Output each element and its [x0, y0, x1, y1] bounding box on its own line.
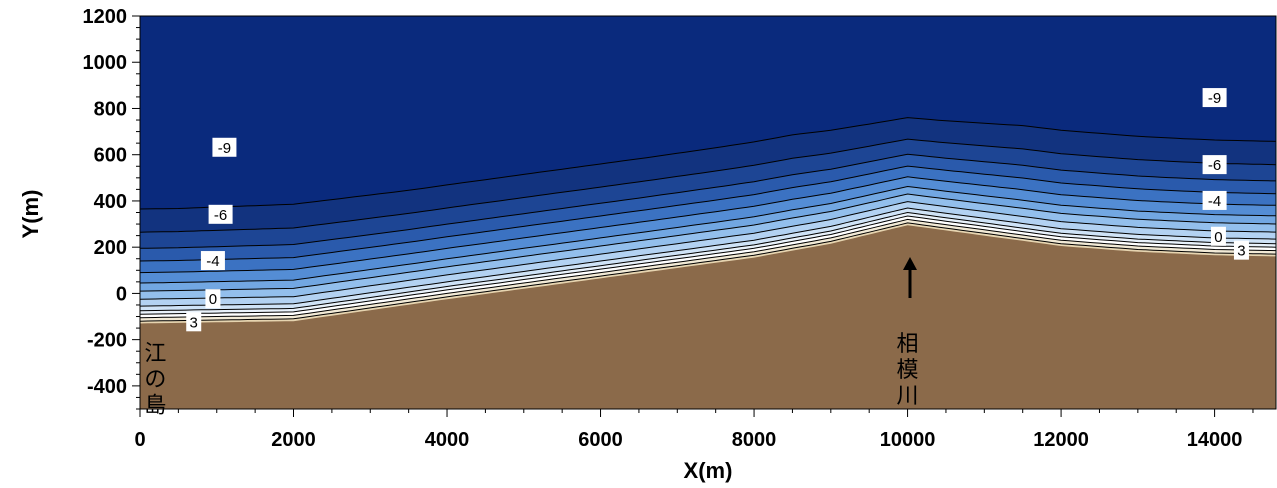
- x-tick-label: 4000: [425, 429, 470, 451]
- contour-line: [140, 176, 1276, 274]
- y-tick-label: 800: [94, 98, 127, 120]
- sagami-river-annotation: 相模川: [897, 332, 919, 409]
- contour-lines: [140, 117, 1276, 322]
- annotations: 江の島 相模川: [144, 257, 919, 418]
- contour-label-text: -9: [1208, 90, 1221, 107]
- contour-label-text: 0: [1214, 229, 1222, 246]
- contour-label-text: 3: [190, 314, 198, 331]
- y-tick-label: 200: [94, 237, 127, 259]
- contour-line: [140, 222, 1276, 322]
- y-tick-label: 1200: [83, 6, 128, 28]
- annotation-char: 相: [897, 332, 919, 357]
- contour-label: -4: [1202, 190, 1227, 210]
- contour-line: [140, 153, 1276, 249]
- x-tick-label: 12000: [1033, 429, 1089, 451]
- x-tick-label: 8000: [732, 429, 777, 451]
- contour-line: [140, 215, 1276, 315]
- annotation-char: の: [144, 367, 166, 392]
- y-tick-label: 1000: [83, 52, 128, 74]
- contour-label: -4: [200, 251, 225, 271]
- contour-label: 3: [186, 312, 202, 332]
- y-tick-label: -400: [87, 376, 127, 398]
- contour-label-text: -6: [1208, 157, 1221, 174]
- contour-label: -6: [208, 204, 233, 224]
- contour-label: 3: [1233, 240, 1249, 260]
- contour-line: [140, 165, 1276, 262]
- y-axis: 1200 1000 800 600 400 200 0 -200 -400: [83, 6, 140, 410]
- x-tick-label: 2000: [271, 429, 316, 451]
- land-area: [140, 225, 1276, 409]
- contour-label-text: 3: [1237, 243, 1245, 260]
- contour-line: [140, 207, 1276, 307]
- y-tick-label: 0: [116, 283, 127, 305]
- contour-label: -9: [1202, 88, 1227, 108]
- x-tick-label: 10000: [880, 429, 936, 451]
- contour-label-text: -9: [218, 140, 231, 157]
- contour-line: [140, 201, 1276, 300]
- annotation-char: 島: [144, 393, 166, 418]
- contour-line: [140, 193, 1276, 292]
- plot-area: [140, 16, 1276, 409]
- annotation-char: 模: [897, 358, 919, 383]
- contour-line: [140, 218, 1276, 319]
- contour-label: -9: [212, 137, 237, 157]
- contour-line: [140, 211, 1276, 312]
- arrow-up-icon: [903, 257, 917, 298]
- annotation-char: 江: [144, 341, 166, 366]
- y-tick-label: 600: [94, 145, 127, 167]
- y-tick-label: -200: [87, 330, 127, 352]
- y-axis-title: Y(m): [18, 190, 43, 239]
- x-tick-label: 14000: [1187, 429, 1243, 451]
- contour-label-text: -6: [214, 207, 227, 224]
- contour-labels: 30-4-6-9-9-6-403: [186, 88, 1249, 332]
- contour-line: [140, 185, 1276, 284]
- contour-label-text: -4: [206, 253, 219, 270]
- contour-label: 0: [205, 289, 221, 309]
- enoshima-annotation: 江の島: [144, 341, 166, 418]
- x-tick-label: 6000: [578, 429, 623, 451]
- contour-label-text: -4: [1208, 193, 1221, 210]
- contour-label-text: 0: [209, 291, 217, 308]
- contour-label: -6: [1202, 155, 1227, 175]
- x-tick-label: 0: [134, 429, 145, 451]
- contour-label: 0: [1210, 226, 1226, 246]
- contour-line: [140, 117, 1276, 210]
- contour-line: [140, 138, 1276, 233]
- x-axis: 0 2000 4000 6000 8000 10000 12000 14000: [134, 409, 1254, 451]
- y-tick-label: 400: [94, 191, 127, 213]
- x-axis-title: X(m): [684, 458, 733, 483]
- annotation-char: 川: [897, 384, 919, 409]
